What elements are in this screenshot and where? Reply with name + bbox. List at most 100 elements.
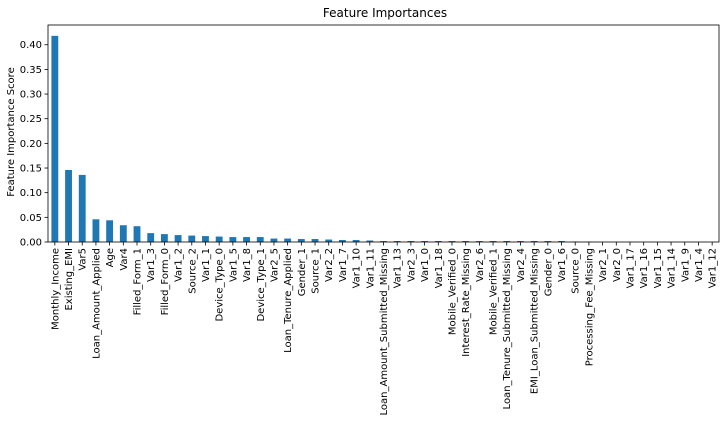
bar-Var2_2: [325, 239, 333, 242]
bar-Filled_Form_0: [160, 234, 168, 242]
bar-EMI_Loan_Submitted_Missing: [530, 241, 538, 242]
bar-Var1_6: [558, 241, 565, 242]
bar-Loan_Amount_Submitted_Missing: [380, 241, 387, 242]
x-tick-label: Mobile_Verified_0: [447, 248, 458, 335]
x-tick-label: Var1_9: [680, 248, 691, 282]
x-tick-label: Filled_Form_0: [160, 248, 171, 315]
bar-Var1_11: [366, 240, 374, 242]
bar-Device_Type_1: [256, 237, 264, 242]
x-tick-label: Var1_7: [338, 248, 349, 282]
x-tick-label: Var1_13: [393, 248, 404, 288]
x-tick-label: Age: [105, 248, 116, 267]
x-tick-label: Var2_5: [269, 248, 280, 282]
bar-Var2_5: [270, 238, 278, 242]
x-tick-label: Device_Type_0: [215, 248, 226, 322]
bar-Var2_3: [407, 241, 415, 242]
x-axis-ticks: Monthly_Income Existing_EMI Var5 Loan_Amoun…: [50, 242, 719, 415]
x-tick-label: Mobile_Verified_1: [489, 248, 500, 335]
x-tick-label: Var2_2: [324, 248, 335, 282]
x-tick-label: Loan_Amount_Applied: [91, 248, 102, 359]
bar-Age: [106, 220, 114, 242]
bar-Source_1: [311, 239, 319, 242]
x-tick-label: Var2_6: [475, 248, 486, 282]
x-tick-label: Var1_8: [242, 248, 253, 282]
bar-Var1_1: [202, 236, 209, 242]
x-tick-label: Var1_16: [639, 248, 650, 288]
x-tick-label: Device_Type_1: [256, 248, 267, 322]
x-tick-label: Gender_1: [297, 248, 308, 296]
bar-Device_Type_0: [215, 236, 223, 242]
x-tick-label: Var1_10: [352, 248, 363, 288]
x-tick-label: Var1_6: [557, 248, 568, 282]
x-tick-label: Var2_1: [598, 248, 609, 282]
bar-Gender_1: [297, 239, 305, 242]
x-tick-label: Filled_Form_1: [133, 248, 144, 315]
bar-Var1_8: [243, 237, 250, 242]
bar-Var2_4: [517, 241, 524, 242]
bar-Var1_7: [338, 240, 346, 242]
x-tick-label: Var1_0: [420, 248, 431, 282]
x-tick-label: Var5: [78, 248, 89, 271]
bar-Loan_Tenure_Submitted_Missing: [503, 241, 511, 242]
x-tick-label: Var2_0: [612, 248, 623, 282]
bar-Var1_3: [147, 233, 155, 242]
x-tick-label: Interest_Rate_Missing: [461, 248, 472, 357]
bar-Var1_10: [352, 240, 360, 242]
bar-Var1_18: [434, 241, 442, 242]
bar-Mobile_Verified_1: [489, 241, 497, 242]
y-tick-label: 0.20: [20, 139, 42, 150]
y-tick-label: 0.25: [20, 114, 42, 125]
y-tick-label: 0.05: [20, 213, 42, 224]
x-tick-label: Var1_5: [228, 248, 239, 282]
bar-Var1_5: [229, 237, 237, 242]
x-tick-label: Var1_14: [667, 248, 678, 288]
x-tick-label: Var1_1: [201, 248, 212, 282]
bar-Var1_0: [421, 241, 429, 242]
y-tick-label: 0.30: [20, 90, 42, 101]
y-tick-label: 0.15: [20, 164, 42, 175]
x-tick-label: Var1_3: [146, 248, 157, 282]
x-tick-label: Var2_3: [406, 248, 417, 282]
x-tick-label: Var2_4: [516, 248, 527, 282]
x-tick-label: Source_2: [187, 248, 198, 294]
bar-Var5: [78, 174, 86, 242]
bar-Loan_Amount_Applied: [92, 219, 100, 242]
bar-Source_2: [188, 235, 196, 242]
x-tick-label: EMI_Loan_Submitted_Missing: [530, 248, 541, 394]
x-tick-label: Source_0: [571, 248, 582, 294]
x-tick-label: Var1_2: [174, 248, 185, 282]
bars-group: [51, 35, 593, 242]
chart-title: Feature Importances: [323, 6, 447, 20]
plot-frame: [47, 24, 720, 243]
bar-Mobile_Verified_0: [448, 241, 456, 242]
x-tick-label: Var1_15: [653, 248, 664, 288]
y-tick-label: 0.10: [20, 188, 42, 199]
x-tick-label: Source_1: [311, 248, 322, 294]
x-tick-label: Var1_12: [708, 248, 719, 288]
x-tick-label: Loan_Tenure_Submitted_Missing: [502, 248, 513, 409]
y-tick-label: 0.35: [20, 65, 42, 76]
y-tick-label: 0.40: [20, 40, 42, 51]
x-tick-label: Var1_4: [694, 248, 705, 282]
bar-Gender_0: [544, 241, 552, 242]
bar-Monthly_Income: [51, 35, 59, 242]
x-tick-label: Processing_Fee_Missing: [584, 248, 595, 366]
bar-Loan_Tenure_Applied: [284, 238, 292, 242]
x-tick-label: Loan_Tenure_Applied: [283, 248, 294, 353]
y-axis-label: Feature Importance Score: [6, 67, 17, 196]
x-tick-label: Var1_11: [365, 248, 376, 288]
bar-Var2_6: [475, 241, 483, 242]
x-tick-label: Var1_17: [625, 248, 636, 288]
bar-Var1_13: [393, 241, 401, 242]
bar-Existing_EMI: [65, 169, 72, 242]
bar-Interest_Rate_Missing: [462, 241, 470, 242]
y-axis-ticks: 0.00 0.05 0.10 0.15 0.20 0.25 0.30 0.35 0.40: [20, 40, 48, 249]
y-tick-label: 0.00: [20, 238, 42, 249]
bar-Var4: [119, 225, 127, 242]
x-tick-label: Var1_18: [434, 248, 445, 288]
x-tick-label: Gender_0: [543, 248, 554, 296]
bar-Var1_2: [174, 235, 182, 242]
x-tick-label: Monthly_Income: [50, 248, 61, 330]
bar-Filled_Form_1: [133, 226, 141, 242]
